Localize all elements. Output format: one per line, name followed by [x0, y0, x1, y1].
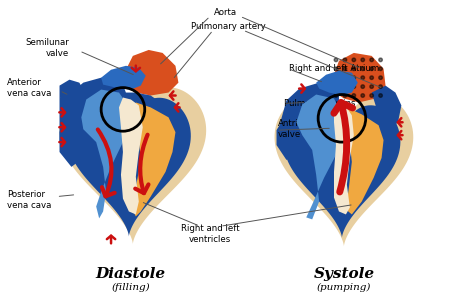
Circle shape	[343, 76, 346, 80]
Polygon shape	[59, 80, 83, 100]
Circle shape	[379, 85, 382, 88]
Polygon shape	[121, 50, 179, 95]
Text: Antrioventicular
valve: Antrioventicular valve	[278, 119, 346, 139]
Polygon shape	[334, 102, 354, 214]
Polygon shape	[316, 71, 358, 95]
Text: Anterior
vena cava: Anterior vena cava	[7, 77, 51, 98]
Text: Posterior
vena cava: Posterior vena cava	[7, 189, 51, 210]
Polygon shape	[101, 66, 146, 90]
Text: Pulmonary veins: Pulmonary veins	[284, 99, 356, 108]
Circle shape	[379, 76, 382, 80]
Polygon shape	[59, 78, 161, 167]
Polygon shape	[277, 83, 339, 160]
Text: Diastole: Diastole	[96, 267, 166, 281]
Text: Right and left Atrium: Right and left Atrium	[289, 64, 380, 73]
Text: (filling): (filling)	[112, 283, 150, 292]
Circle shape	[334, 85, 338, 88]
Text: Aorta: Aorta	[213, 8, 237, 17]
Circle shape	[352, 94, 356, 97]
Circle shape	[352, 85, 356, 88]
Circle shape	[352, 67, 356, 70]
Circle shape	[361, 76, 365, 80]
Circle shape	[343, 58, 346, 62]
Polygon shape	[284, 105, 400, 238]
Circle shape	[361, 94, 365, 97]
Text: Semilunar
valve: Semilunar valve	[26, 38, 69, 58]
Polygon shape	[119, 98, 143, 214]
Polygon shape	[274, 96, 413, 246]
Circle shape	[379, 67, 382, 70]
Circle shape	[334, 58, 338, 62]
Polygon shape	[81, 90, 128, 218]
Polygon shape	[59, 88, 206, 244]
Circle shape	[370, 58, 374, 62]
Circle shape	[343, 94, 346, 97]
Circle shape	[343, 85, 346, 88]
Circle shape	[334, 76, 338, 80]
Circle shape	[370, 76, 374, 80]
Circle shape	[379, 58, 382, 62]
Circle shape	[334, 67, 338, 70]
Text: Systole: Systole	[313, 267, 374, 281]
Circle shape	[370, 94, 374, 97]
Circle shape	[343, 67, 346, 70]
Circle shape	[361, 85, 365, 88]
Circle shape	[361, 58, 365, 62]
Polygon shape	[329, 53, 386, 102]
Polygon shape	[342, 108, 383, 214]
Circle shape	[370, 67, 374, 70]
Text: (pumping): (pumping)	[317, 283, 371, 292]
Circle shape	[352, 58, 356, 62]
Circle shape	[361, 67, 365, 70]
Polygon shape	[67, 98, 191, 237]
Polygon shape	[59, 92, 93, 142]
Text: Right and left
ventricles: Right and left ventricles	[181, 224, 239, 244]
Circle shape	[352, 76, 356, 80]
Text: Pulmonary artery: Pulmonary artery	[191, 22, 266, 31]
Polygon shape	[297, 95, 342, 219]
Circle shape	[379, 94, 382, 97]
Polygon shape	[372, 86, 401, 145]
Polygon shape	[131, 102, 176, 217]
Circle shape	[370, 85, 374, 88]
Circle shape	[334, 94, 338, 97]
